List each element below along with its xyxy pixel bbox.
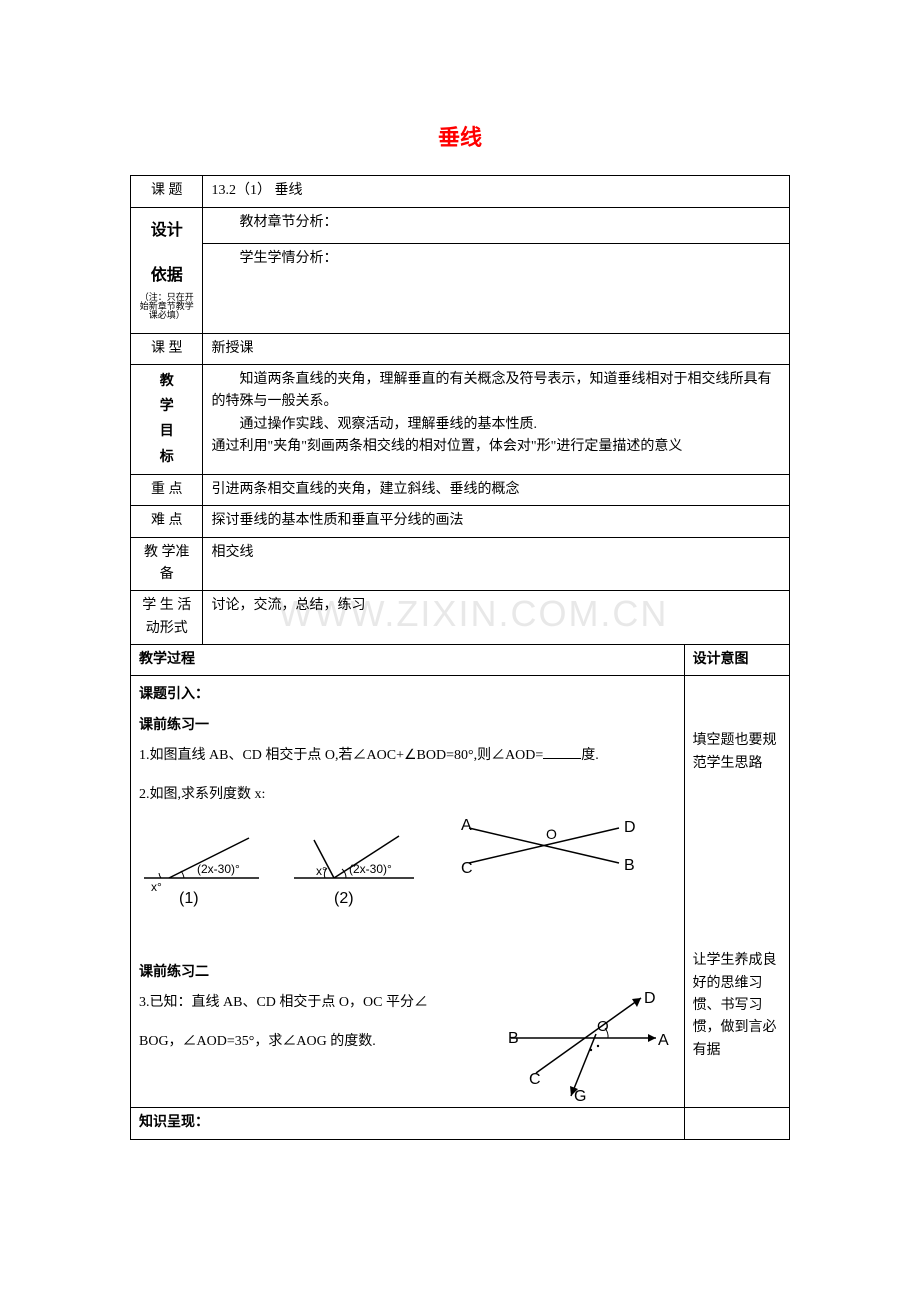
q2-d2-x: x° — [316, 864, 327, 878]
huodong-value: 讨论，交流，总结，练习 — [211, 598, 365, 613]
design-note-1: 填空题也要规范学生思路 — [693, 730, 781, 775]
q1-label-d: D — [624, 819, 636, 836]
q3-label-o: O — [597, 1018, 609, 1035]
zhongdian-label: 重 点 — [131, 474, 203, 505]
sheji-yiju-label: 设计 依据 （注：只在开始新章节教学课必填） — [131, 207, 203, 333]
design-note-1-cell: 填空题也要规范学生思路 让学生养成良好的思维习惯、书写习惯，做到言必有据 — [684, 676, 789, 1108]
section1-title: 课前练习一 — [139, 711, 676, 741]
objective-2: 通过操作实践、观察活动，理解垂线的基本性质. — [211, 414, 781, 436]
q2-d1-x: x° — [151, 880, 162, 894]
lesson-plan-table: 课 题 13.2（1） 垂线 设计 依据 （注：只在开始新章节教学课必填） 教材… — [130, 175, 790, 1140]
objectives-content: 知道两条直线的夹角，理解垂直的有关概念及符号表示，知道垂线相对于相交线所具有的特… — [203, 364, 790, 474]
huodong-label: 学 生 活动形式 — [131, 591, 203, 645]
q2-d1-expr: (2x-30)° — [197, 862, 240, 876]
zhongdian-row: 重 点 引进两条相交直线的夹角，建立斜线、垂线的概念 — [131, 474, 790, 505]
watermark-text: WWW.ZIXIN.COM.CN — [278, 585, 668, 643]
design-header-label: 设计意图 — [684, 645, 789, 676]
knowledge-title: 知识呈现： — [139, 1115, 209, 1130]
q1-text: 1.如图直线 AB、CD 相交于点 O,若∠AOC+∠BOD=80°,则∠AOD… — [139, 748, 543, 763]
nandian-row: 难 点 探讨垂线的基本性质和垂直平分线的画法 — [131, 506, 790, 537]
process-header-row: 教学过程 设计意图 — [131, 645, 790, 676]
q3-block: 3.已知：直线 AB、CD 相交于点 O，OC 平分∠ BOG，∠AOD=35°… — [139, 988, 676, 1103]
q2-diagram-svg: x° (2x-30)° (1) x° (2x-30)° — [139, 818, 419, 908]
nandian-value: 探讨垂线的基本性质和垂直平分线的画法 — [203, 506, 790, 537]
section2-title: 课前练习二 — [139, 958, 676, 988]
yiju-value: 学生学情分析： — [203, 243, 790, 333]
process-section-1: 课题引入： 课前练习一 1.如图直线 AB、CD 相交于点 O,若∠AOC+∠B… — [131, 676, 790, 1108]
objective-1: 知道两条直线的夹角，理解垂直的有关概念及符号表示，知道垂线相对于相交线所具有的特… — [211, 369, 781, 414]
diagrams-row: x° (2x-30)° (1) x° (2x-30)° — [139, 818, 676, 908]
knowledge-title-cell: 知识呈现： — [131, 1108, 685, 1139]
q3-label-d: D — [644, 990, 656, 1007]
document-title: 垂线 — [130, 120, 790, 155]
q3-label-b: B — [508, 1030, 519, 1047]
keti-row: 课 题 13.2（1） 垂线 — [131, 176, 790, 207]
sheji-text: 教材章节分析： — [211, 212, 781, 234]
objectives-label: 教 学 目 标 — [131, 364, 203, 474]
blank-underline — [543, 758, 581, 759]
sheji-value: 教材章节分析： — [203, 207, 790, 243]
knowledge-row: 知识呈现： — [131, 1108, 790, 1139]
q2-tag2: (2) — [334, 890, 354, 907]
yiju-note: （注：只在开始新章节教学课必填） — [139, 293, 194, 320]
huodong-value-cell: 讨论，交流，总结，练习 WWW.ZIXIN.COM.CN — [203, 591, 790, 645]
sheji-yiju-row: 设计 依据 （注：只在开始新章节教学课必填） 教材章节分析： — [131, 207, 790, 243]
knowledge-design-cell — [684, 1108, 789, 1139]
intro-title: 课题引入： — [139, 680, 676, 710]
q3-diagram-svg: B A D C G O — [496, 988, 676, 1103]
zhongdian-value: 引进两条相交直线的夹角，建立斜线、垂线的概念 — [203, 474, 790, 505]
q3-label-g: G — [574, 1088, 586, 1103]
question-2: 2.如图,求系列度数 x: — [139, 780, 676, 810]
design-note-2: 让学生养成良好的思维习惯、书写习惯，做到言必有据 — [693, 950, 781, 1062]
q3-line2: BOG，∠AOD=35°，求∠AOG 的度数. — [139, 1027, 486, 1057]
process-section-1-content: 课题引入： 课前练习一 1.如图直线 AB、CD 相交于点 O,若∠AOC+∠B… — [131, 676, 685, 1108]
q1-suffix: 度. — [581, 748, 599, 763]
q1-diagram-svg: A D C B O — [449, 818, 639, 888]
keti-value: 13.2（1） 垂线 — [203, 176, 790, 207]
q3-label-c: C — [529, 1071, 541, 1088]
yiju-label: 依据 — [139, 263, 194, 289]
process-header-label: 教学过程 — [131, 645, 685, 676]
nandian-label: 难 点 — [131, 506, 203, 537]
keti-label: 课 题 — [131, 176, 203, 207]
objective-3: 通过利用"夹角"刻画两条相交线的相对位置，体会对"形"进行定量描述的意义 — [211, 436, 781, 458]
objectives-row: 教 学 目 标 知道两条直线的夹角，理解垂直的有关概念及符号表示，知道垂线相对于… — [131, 364, 790, 474]
q3-line1: 3.已知：直线 AB、CD 相交于点 O，OC 平分∠ — [139, 988, 486, 1018]
q1-label-b: B — [624, 857, 635, 874]
q1-label-a: A — [461, 818, 472, 834]
question-1: 1.如图直线 AB、CD 相交于点 O,若∠AOC+∠BOD=80°,则∠AOD… — [139, 741, 676, 771]
q2-d2-expr: (2x-30)° — [349, 862, 392, 876]
zhunbei-value: 相交线 — [203, 537, 790, 591]
yiju-row: 学生学情分析： — [131, 243, 790, 333]
yiju-text: 学生学情分析： — [211, 248, 781, 270]
kexing-row: 课 型 新授课 — [131, 333, 790, 364]
kexing-label: 课 型 — [131, 333, 203, 364]
sheji-label: 设计 — [139, 218, 194, 244]
q1-label-c: C — [461, 860, 473, 877]
huodong-row: 学 生 活动形式 讨论，交流，总结，练习 WWW.ZIXIN.COM.CN — [131, 591, 790, 645]
q2-tag1: (1) — [179, 890, 199, 907]
zhunbei-row: 教 学准 备 相交线 — [131, 537, 790, 591]
q3-label-a: A — [658, 1032, 669, 1049]
q1-label-o: O — [546, 826, 557, 842]
zhunbei-label: 教 学准 备 — [131, 537, 203, 591]
kexing-value: 新授课 — [203, 333, 790, 364]
